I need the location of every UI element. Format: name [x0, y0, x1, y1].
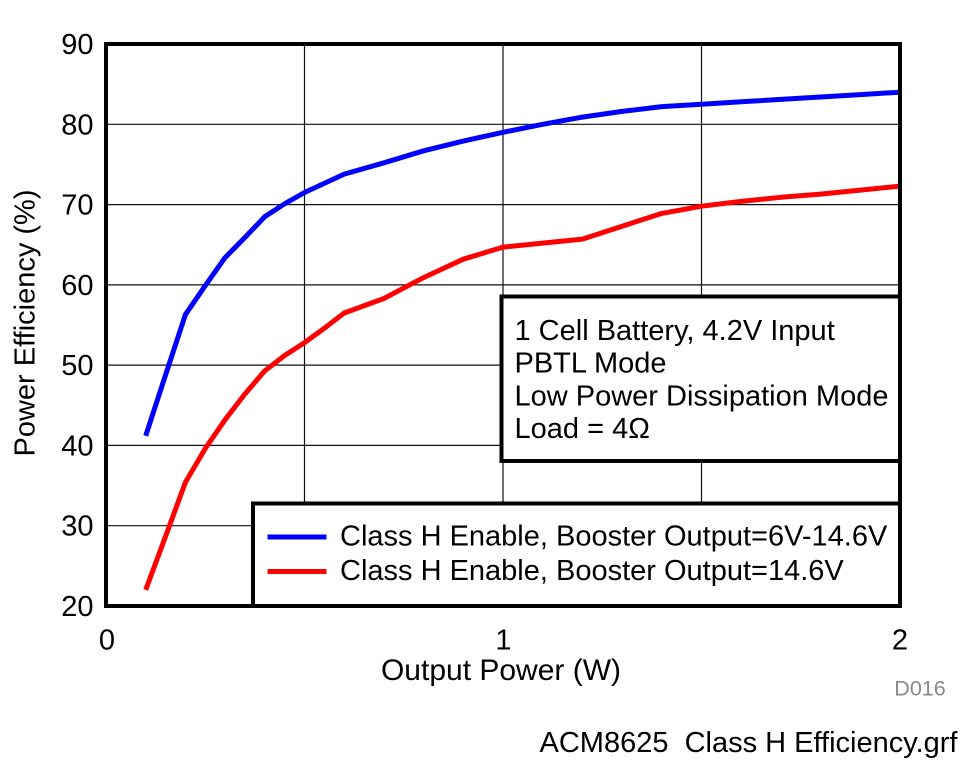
svg-text:1: 1	[495, 625, 511, 657]
svg-text:D016: D016	[894, 677, 945, 701]
svg-text:Class H Enable, Booster Output: Class H Enable, Booster Output=6V-14.6V	[340, 521, 888, 553]
svg-text:60: 60	[61, 270, 93, 302]
svg-text:Load = 4Ω: Load = 4Ω	[515, 413, 650, 445]
svg-text:Low Power Dissipation Mode: Low Power Dissipation Mode	[515, 380, 889, 412]
svg-text:30: 30	[61, 511, 93, 543]
svg-text:40: 40	[61, 430, 93, 462]
svg-text:ACM8625 Class H Efficiency.gr: ACM8625 Class H Efficiency.grf	[540, 727, 959, 759]
svg-text:1 Cell Battery, 4.2V Input: 1 Cell Battery, 4.2V Input	[515, 315, 835, 347]
svg-text:2: 2	[892, 625, 908, 657]
svg-text:PBTL Mode: PBTL Mode	[515, 348, 667, 380]
svg-text:70: 70	[61, 190, 93, 222]
svg-text:90: 90	[61, 29, 93, 61]
svg-text:80: 80	[61, 109, 93, 141]
svg-text:20: 20	[61, 591, 93, 623]
svg-text:50: 50	[61, 350, 93, 382]
svg-text:Power Efficiency (%): Power Efficiency (%)	[10, 190, 42, 457]
svg-text:0: 0	[99, 625, 115, 657]
svg-text:Class H Enable, Booster Output: Class H Enable, Booster Output=14.6V	[340, 555, 844, 587]
svg-text:Output Power (W): Output Power (W)	[381, 654, 621, 687]
